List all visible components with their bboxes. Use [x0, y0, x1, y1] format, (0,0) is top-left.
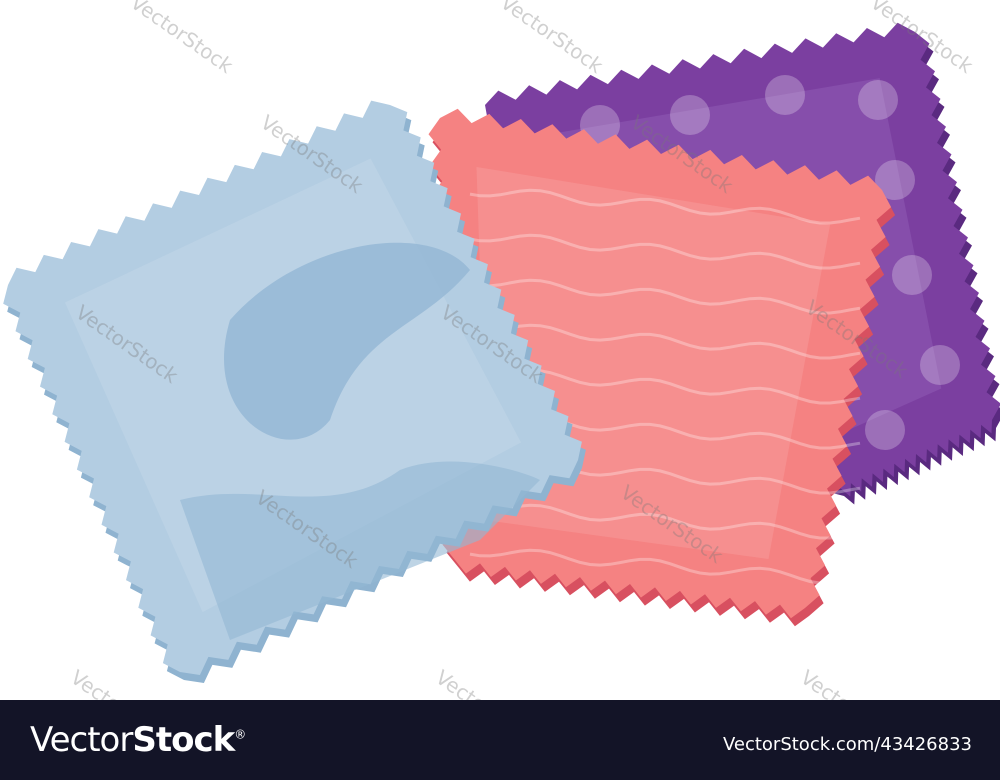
polka-dot [858, 80, 898, 120]
polka-dot [875, 160, 915, 200]
registered-mark: ® [234, 727, 246, 742]
vectorstock-logo: VectorStock® [30, 720, 246, 760]
wave-line [469, 233, 861, 270]
polka-dot [892, 255, 932, 295]
polka-dot [865, 410, 905, 450]
image-reference: VectorStock.com/43426833 [722, 734, 972, 755]
blue-swatch-pattern [180, 461, 540, 640]
polka-dot [765, 75, 805, 115]
polka-dot [580, 105, 620, 145]
wave-line [469, 503, 861, 540]
polka-dot [670, 95, 710, 135]
wave-line [469, 323, 861, 360]
logo-light: Vector [30, 720, 133, 760]
logo-bold: Stock [132, 720, 235, 760]
wave-line [469, 548, 861, 585]
fabric-swatches-illustration [3, 22, 1000, 684]
polka-dot [920, 345, 960, 385]
blue-swatch-pattern [223, 242, 470, 440]
footer-bar: VectorStock® VectorStock.com/43426833 [0, 700, 1000, 780]
wave-line [469, 278, 861, 315]
wave-line [469, 188, 861, 225]
